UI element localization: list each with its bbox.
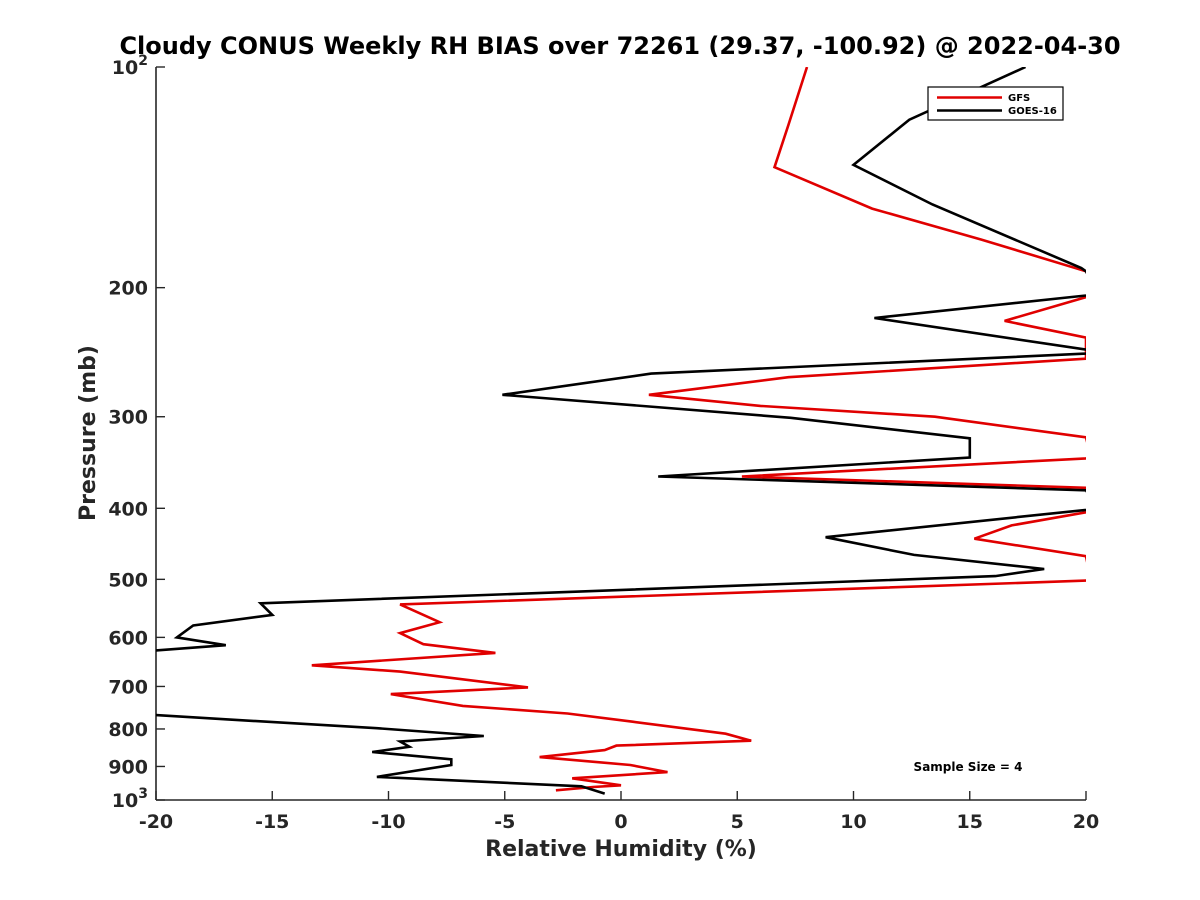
y-tick-label: 400	[108, 498, 148, 520]
series-layer	[156, 67, 1086, 795]
x-tick-label: -15	[255, 811, 289, 833]
x-tick-label: 5	[731, 811, 744, 833]
series-line-gfs	[311, 67, 1086, 792]
x-tick-label: -10	[371, 811, 405, 833]
legend-label-gfs: GFS	[1008, 93, 1030, 104]
y-tick-label: 500	[108, 569, 148, 591]
x-ticks: -20 -15 -10 -5 0 5 10 15 20	[139, 791, 1099, 833]
y-tick-label: 102	[112, 53, 148, 79]
x-tick-label: 15	[957, 811, 983, 833]
y-tick-label: 800	[108, 719, 148, 741]
legend-label-goes16: GOES-16	[1008, 106, 1057, 117]
legend-box	[927, 86, 1064, 121]
y-ticks: 102 200 300 400 500 600 700 800 900 103	[108, 53, 165, 812]
y-tick-label: 600	[108, 627, 148, 649]
x-tick-label: 20	[1073, 811, 1099, 833]
y-tick-label: 200	[108, 278, 148, 300]
y-tick-label: 300	[108, 407, 148, 429]
x-axis-label: Relative Humidity (%)	[485, 837, 757, 862]
chart-title: Cloudy CONUS Weekly RH BIAS over 72261 (…	[119, 32, 1120, 60]
y-tick-label: 700	[108, 676, 148, 698]
x-tick-label: 0	[614, 811, 627, 833]
x-tick-label: -5	[494, 811, 515, 833]
y-tick-label: 900	[108, 756, 148, 778]
y-tick-label: 103	[112, 786, 148, 812]
axes	[155, 67, 1086, 801]
x-tick-label: 10	[840, 811, 866, 833]
x-tick-label: -20	[139, 811, 173, 833]
legend: GFS GOES-16	[927, 86, 1064, 121]
series-line-goes16	[156, 67, 1086, 795]
y-axis-label: Pressure (mb)	[76, 345, 101, 521]
sample-size-annotation: Sample Size = 4	[914, 760, 1023, 774]
